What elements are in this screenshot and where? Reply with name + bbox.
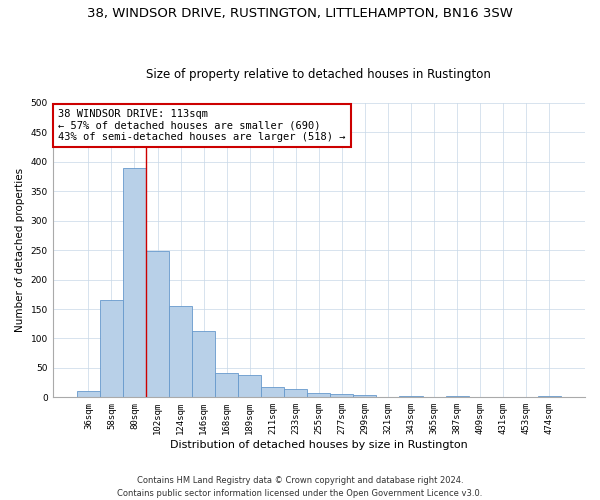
Bar <box>261 386 284 398</box>
Title: Size of property relative to detached houses in Rustington: Size of property relative to detached ho… <box>146 68 491 81</box>
Bar <box>400 396 422 398</box>
Bar <box>238 375 261 398</box>
Bar <box>169 306 192 398</box>
X-axis label: Distribution of detached houses by size in Rustington: Distribution of detached houses by size … <box>170 440 468 450</box>
Y-axis label: Number of detached properties: Number of detached properties <box>15 168 25 332</box>
Bar <box>215 372 238 398</box>
Bar <box>353 395 376 398</box>
Text: 38 WINDSOR DRIVE: 113sqm
← 57% of detached houses are smaller (690)
43% of semi-: 38 WINDSOR DRIVE: 113sqm ← 57% of detach… <box>58 109 346 142</box>
Bar <box>100 300 123 398</box>
Bar <box>146 252 169 398</box>
Bar <box>307 392 331 398</box>
Bar <box>538 396 561 398</box>
Bar <box>123 168 146 398</box>
Bar <box>77 392 100 398</box>
Text: Contains HM Land Registry data © Crown copyright and database right 2024.
Contai: Contains HM Land Registry data © Crown c… <box>118 476 482 498</box>
Bar <box>446 396 469 398</box>
Bar <box>192 331 215 398</box>
Bar <box>284 389 307 398</box>
Bar <box>331 394 353 398</box>
Text: 38, WINDSOR DRIVE, RUSTINGTON, LITTLEHAMPTON, BN16 3SW: 38, WINDSOR DRIVE, RUSTINGTON, LITTLEHAM… <box>87 8 513 20</box>
